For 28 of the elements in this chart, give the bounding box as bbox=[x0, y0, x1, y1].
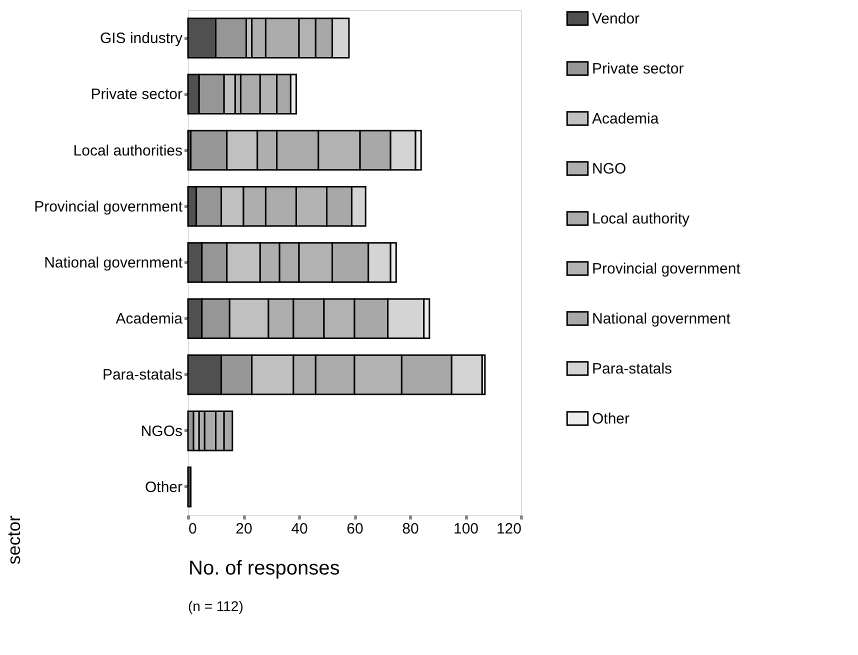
x-tick-label: 20 bbox=[236, 520, 252, 538]
y-tick-label: Para-statals bbox=[102, 366, 182, 384]
y-tick-label: Local authorities bbox=[73, 142, 182, 160]
y-axis-title: sector bbox=[4, 516, 24, 565]
x-tick-label: 60 bbox=[346, 520, 364, 538]
x-tick-label: 80 bbox=[402, 520, 419, 538]
legend-label: Para-statals bbox=[592, 360, 672, 378]
x-tick-label: 0 bbox=[188, 520, 197, 538]
legend-label: Local authority bbox=[592, 210, 690, 228]
y-tick-label: NGOs bbox=[140, 422, 182, 440]
y-tick-label: Other bbox=[144, 478, 183, 496]
legend-label: Academia bbox=[592, 110, 660, 128]
y-tick-label: Private sector bbox=[90, 86, 182, 104]
legend-label: NGO bbox=[592, 160, 626, 178]
y-tick-label: Provincial government bbox=[34, 198, 184, 216]
legend-label: National government bbox=[592, 310, 732, 328]
legend-label: Private sector bbox=[592, 60, 684, 78]
text: (n = 112) bbox=[188, 598, 244, 614]
legend-label: Other bbox=[592, 410, 630, 428]
x-tick-label: 40 bbox=[291, 520, 308, 538]
x-tick-label: 100 bbox=[453, 520, 479, 538]
legend-label: Provincial government bbox=[592, 260, 742, 278]
legend-label: Vendor bbox=[592, 10, 640, 28]
x-axis-title: No. of responses bbox=[188, 558, 340, 580]
y-tick-label: Academia bbox=[116, 310, 184, 328]
x-tick-label: 120 bbox=[496, 520, 522, 538]
y-tick-label: GIS industry bbox=[100, 30, 183, 48]
y-tick-label: National government bbox=[44, 254, 184, 272]
